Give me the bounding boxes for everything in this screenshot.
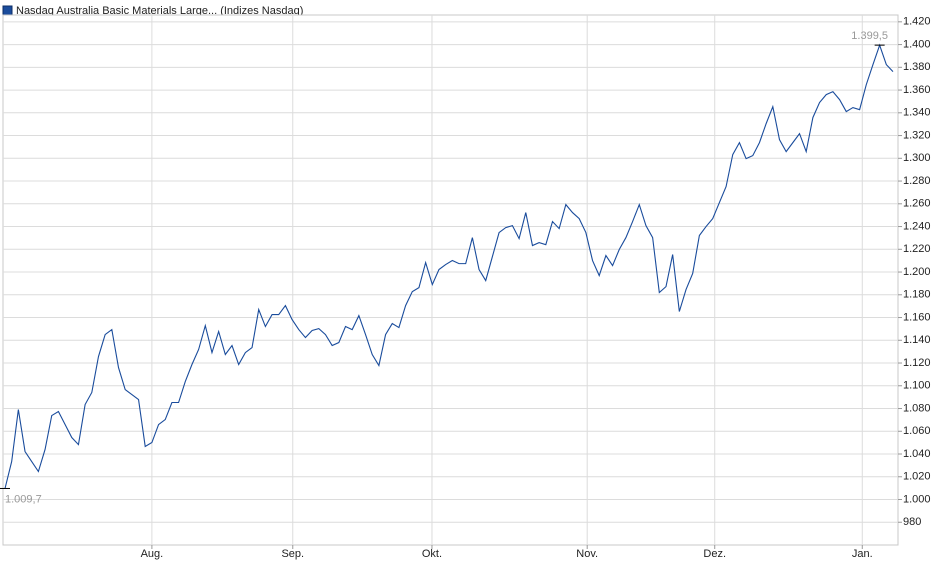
y-tick-label: 1.240	[903, 220, 931, 232]
y-tick-label: 1.160	[903, 311, 931, 323]
y-tick-label: 1.120	[903, 357, 931, 369]
y-tick-label: 1.420	[903, 16, 931, 28]
y-tick-label: 980	[903, 516, 921, 528]
y-tick-label: 1.300	[903, 152, 931, 164]
x-tick-label: Okt.	[422, 548, 442, 560]
y-tick-label: 1.000	[903, 493, 931, 505]
y-tick-label: 1.040	[903, 448, 931, 460]
y-tick-label: 1.260	[903, 198, 931, 210]
y-tick-label: 1.080	[903, 402, 931, 414]
x-tick-label: Aug.	[141, 548, 164, 560]
y-tick-label: 1.220	[903, 243, 931, 255]
y-tick-label: 1.060	[903, 425, 931, 437]
price-line	[4, 43, 894, 489]
y-tick-label: 1.360	[903, 84, 931, 96]
y-tick-label: 1.400	[903, 38, 931, 50]
y-tick-label: 1.200	[903, 266, 931, 278]
legend-label: Nasdaq Australia Basic Materials Large..…	[16, 5, 303, 17]
x-tick-label: Sep.	[281, 548, 304, 560]
y-tick-label: 1.280	[903, 175, 931, 187]
y-tick-label: 1.140	[903, 334, 931, 346]
annotation-label: 1.399,5	[851, 30, 888, 42]
y-tick-label: 1.320	[903, 129, 931, 141]
y-tick-label: 1.340	[903, 107, 931, 119]
y-tick-label: 1.180	[903, 289, 931, 301]
annotation-label: 1.009,7	[5, 493, 42, 505]
x-tick-label: Nov.	[576, 548, 598, 560]
y-tick-label: 1.020	[903, 471, 931, 483]
x-tick-label: Jan.	[852, 548, 873, 560]
plot-area	[2, 14, 899, 546]
legend-swatch	[2, 5, 13, 16]
x-tick-label: Dez.	[703, 548, 726, 560]
y-tick-label: 1.100	[903, 380, 931, 392]
y-tick-label: 1.380	[903, 61, 931, 73]
